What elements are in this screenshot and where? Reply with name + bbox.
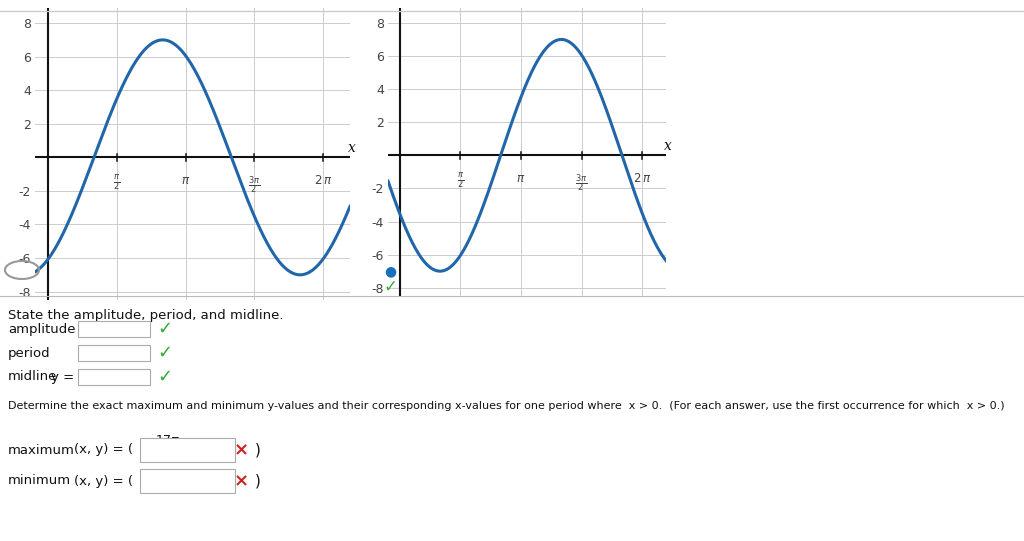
- Text: ): ): [255, 443, 261, 458]
- Text: amplitude: amplitude: [8, 322, 76, 335]
- Text: 7: 7: [110, 322, 119, 336]
- Text: State the amplitude, period, and midline.: State the amplitude, period, and midline…: [8, 309, 284, 322]
- Text: ✓: ✓: [157, 320, 172, 338]
- Text: ,7: ,7: [183, 444, 196, 457]
- Text: midline: midline: [8, 371, 57, 384]
- Text: 6: 6: [164, 453, 172, 466]
- Text: $\frac{\pi}{2}$: $\frac{\pi}{2}$: [114, 174, 121, 193]
- Text: x: x: [665, 139, 672, 153]
- Text: −1.1,7: −1.1,7: [165, 474, 210, 487]
- Text: $\frac{3\pi}{2}$: $\frac{3\pi}{2}$: [248, 174, 260, 196]
- Text: maximum: maximum: [8, 444, 75, 457]
- Text: 0: 0: [110, 370, 119, 384]
- Text: minimum: minimum: [8, 474, 71, 487]
- Text: 2π: 2π: [105, 346, 123, 360]
- Text: $\frac{\pi}{2}$: $\frac{\pi}{2}$: [457, 172, 464, 191]
- Text: ✓: ✓: [157, 344, 172, 362]
- FancyBboxPatch shape: [78, 321, 150, 337]
- Text: y =: y =: [51, 371, 74, 384]
- Text: Determine the exact maximum and minimum y-values and their corresponding x-value: Determine the exact maximum and minimum …: [8, 401, 1005, 411]
- Text: (x, y) = (: (x, y) = (: [74, 474, 133, 487]
- Text: ×: ×: [233, 441, 249, 459]
- Text: $\pi$: $\pi$: [516, 172, 525, 185]
- Text: $\frac{3\pi}{2}$: $\frac{3\pi}{2}$: [575, 172, 588, 194]
- Text: ×: ×: [233, 472, 249, 490]
- Text: ✓: ✓: [157, 368, 172, 386]
- Text: $\pi$: $\pi$: [181, 174, 190, 187]
- FancyBboxPatch shape: [140, 469, 234, 493]
- Text: x: x: [348, 141, 355, 155]
- Text: (x, y) = (: (x, y) = (: [74, 444, 133, 457]
- Text: ✓: ✓: [383, 278, 397, 296]
- Text: $2\,\pi$: $2\,\pi$: [313, 174, 333, 187]
- Text: ): ): [255, 473, 261, 489]
- FancyBboxPatch shape: [78, 369, 150, 385]
- FancyBboxPatch shape: [140, 438, 234, 462]
- Text: $2\,\pi$: $2\,\pi$: [633, 172, 651, 185]
- Text: period: period: [8, 346, 50, 360]
- Text: $17\pi$: $17\pi$: [156, 434, 181, 447]
- Text: ●: ●: [384, 264, 396, 278]
- FancyBboxPatch shape: [78, 345, 150, 361]
